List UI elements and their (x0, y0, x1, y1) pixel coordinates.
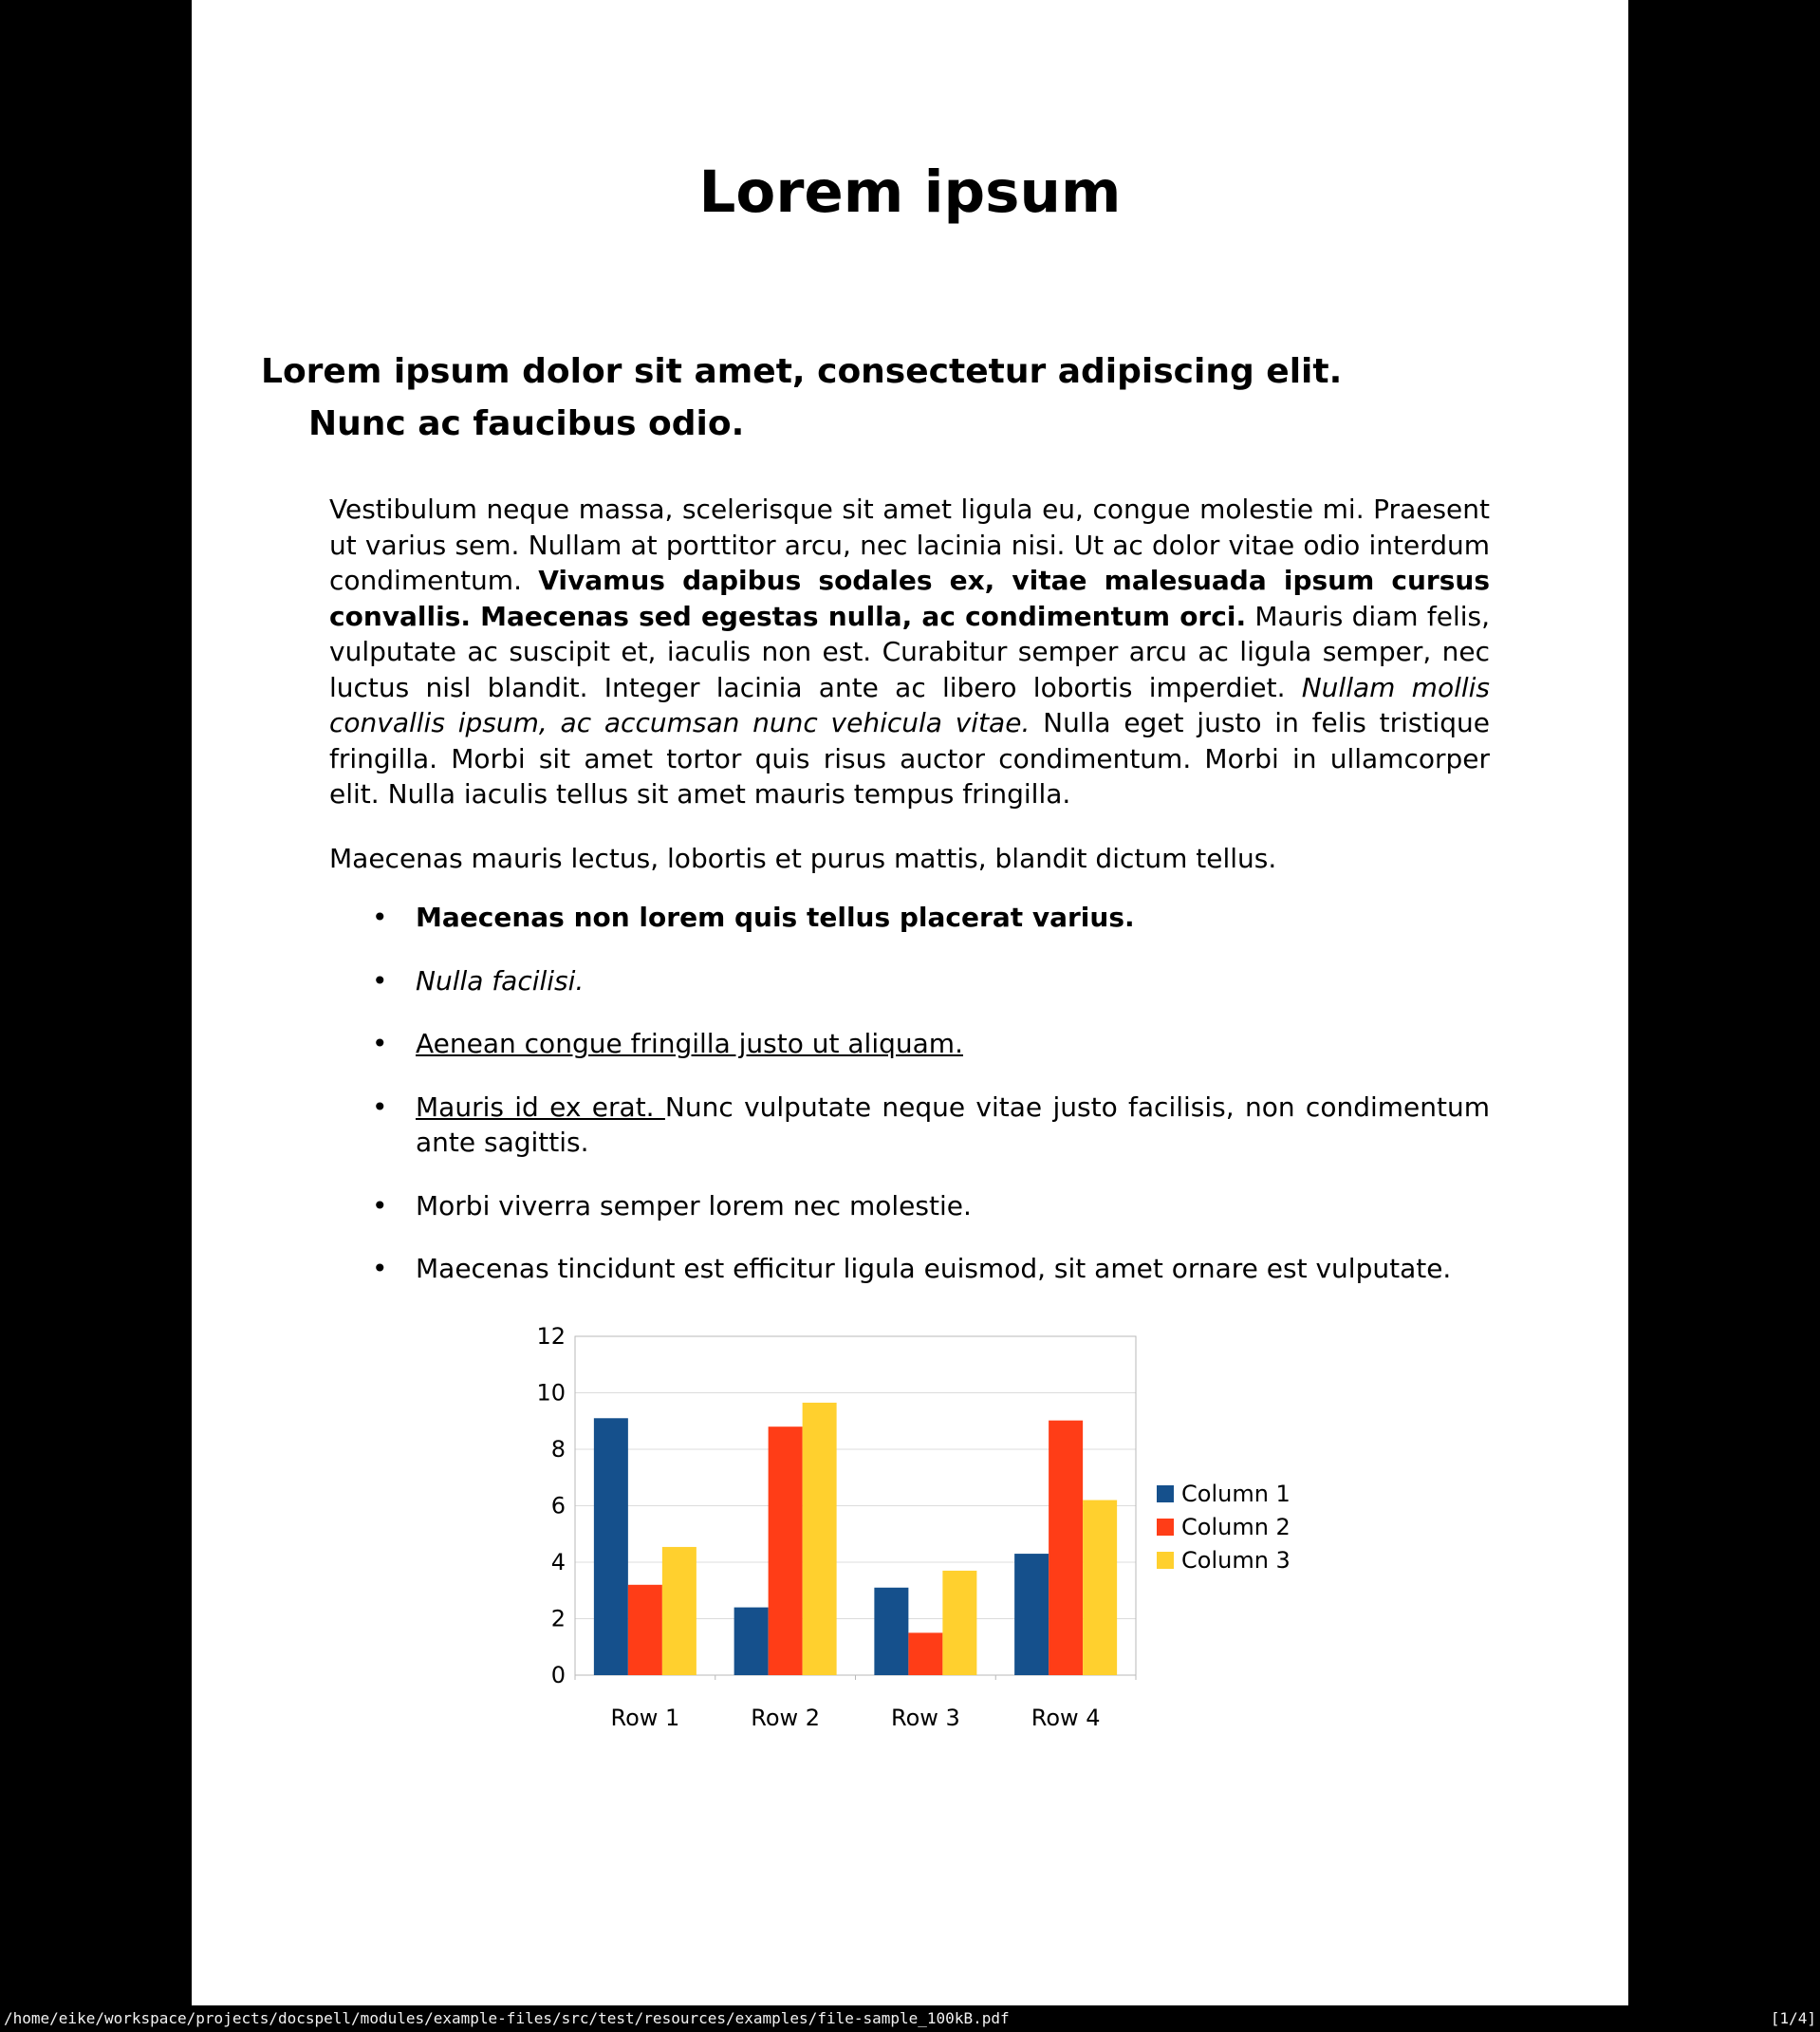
bar (661, 1546, 696, 1675)
bar (593, 1418, 628, 1675)
bullet-list: Maecenas non lorem quis tellus placerat … (329, 900, 1490, 1314)
text-segment: Aenean congue fringilla justo ut aliquam… (416, 1028, 963, 1059)
bar-chart: 0 2 4 6 8 10 12 Row 1 Row 2 Row 3 Row 4 Column 1 Col… (536, 1323, 1291, 1731)
bar (768, 1426, 803, 1675)
legend-label: Column 1 (1181, 1481, 1291, 1507)
bar (942, 1570, 977, 1675)
text-segment: Nulla eget justo in felis tristique frin… (329, 707, 1490, 810)
x-category-label: Row 4 (1031, 1705, 1101, 1731)
body-paragraph-2: Maecenas mauris lectus, lobortis et puru… (329, 843, 1277, 874)
x-category-label: Row 2 (751, 1705, 820, 1731)
x-category-label: Row 3 (891, 1705, 960, 1731)
legend-label: Column 2 (1181, 1514, 1291, 1540)
statusbar-filepath: /home/eike/workspace/projects/docspell/m… (4, 2009, 1010, 2027)
y-tick-label: 2 (551, 1606, 566, 1632)
y-tick-label: 12 (536, 1323, 566, 1350)
bullet-item: Morbi viverra semper lorem nec molestie. (329, 1188, 1490, 1224)
text-segment: Morbi viverra semper lorem nec molestie. (416, 1189, 972, 1221)
text-segment: Nullam mollis convallis ipsum, ac accums… (329, 671, 1491, 739)
bullet-item: Mauris id ex erat. Nunc vulputate neque … (329, 1090, 1490, 1161)
bar (1014, 1554, 1049, 1675)
bar (1083, 1500, 1118, 1675)
body-paragraph: Vestibulum neque massa, scelerisque sit … (329, 492, 1490, 812)
y-tick-label: 0 (551, 1662, 566, 1688)
bullet-item: Maecenas tincidunt est efficitur ligula … (329, 1251, 1490, 1287)
statusbar-page-indicator: [1/4] (1770, 2009, 1816, 2027)
text-segment: Maecenas non lorem quis tellus placerat … (416, 902, 1135, 933)
y-tick-label: 4 (551, 1549, 566, 1575)
bullet-item: Aenean congue fringilla justo ut aliquam… (329, 1026, 1490, 1062)
section-heading: Lorem ipsum dolor sit amet, consectetur … (261, 352, 1343, 443)
y-tick-label: 10 (536, 1380, 566, 1407)
text-segment: Mauris diam felis, vulputate ac suscipit… (329, 600, 1490, 703)
text-segment: Nulla facilisi. (416, 964, 585, 997)
x-category-label: Row 1 (610, 1705, 679, 1731)
text-segment: Nunc vulputate neque vitae justo facilis… (416, 1091, 1490, 1159)
document-title: Lorem ipsum (698, 158, 1122, 226)
y-tick-label: 6 (551, 1493, 566, 1519)
bullet-item: Nulla facilisi. (329, 963, 1490, 999)
statusbar: /home/eike/workspace/projects/docspell/m… (0, 2005, 1820, 2032)
bar (734, 1607, 769, 1675)
bullet-item: Maecenas non lorem quis tellus placerat … (329, 900, 1490, 936)
legend-swatch (1157, 1519, 1174, 1536)
bar (802, 1402, 837, 1675)
text-segment: Mauris id ex erat. (416, 1091, 665, 1123)
text-segment: Vestibulum neque massa, scelerisque sit … (329, 494, 1490, 596)
legend-swatch (1157, 1552, 1174, 1569)
legend-swatch (1157, 1485, 1174, 1502)
bar (908, 1632, 943, 1675)
bar (874, 1587, 909, 1675)
document-page[interactable]: Lorem ipsum Lorem ipsum dolor sit amet, … (192, 0, 1628, 2005)
bar (1049, 1420, 1084, 1675)
bar (627, 1584, 662, 1675)
text-segment: Maecenas tincidunt est efficitur ligula … (416, 1253, 1452, 1284)
text-segment: Vivamus dapibus sodales ex, vitae malesu… (329, 565, 1490, 632)
y-tick-label: 8 (551, 1436, 566, 1463)
legend-label: Column 3 (1181, 1547, 1291, 1574)
